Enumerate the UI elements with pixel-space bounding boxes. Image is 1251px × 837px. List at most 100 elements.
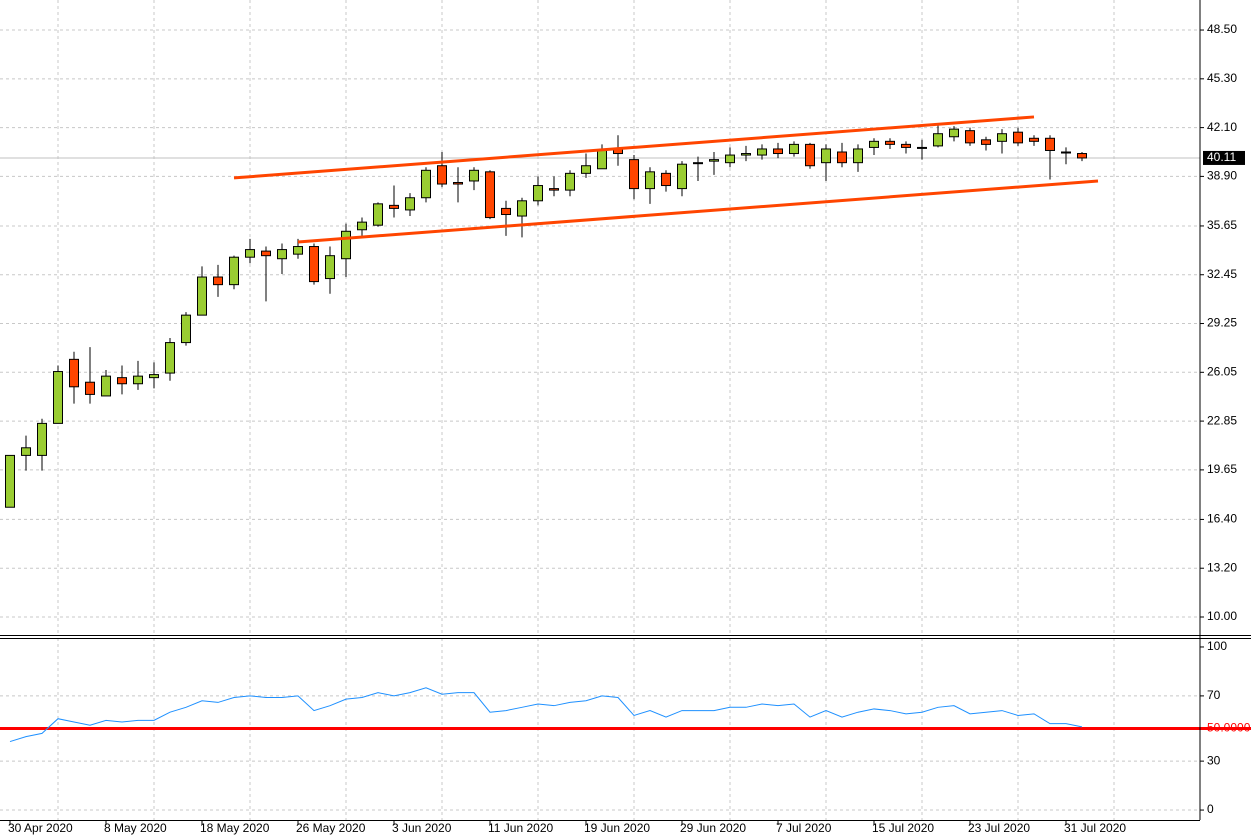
candle-body <box>485 171 495 219</box>
candle-body <box>325 255 335 280</box>
candle-body <box>581 165 591 174</box>
y-tick-label: 100 <box>1207 639 1227 653</box>
candle-body <box>453 181 463 185</box>
candle-body <box>565 172 575 191</box>
candle-body <box>229 256 239 286</box>
candle-body <box>117 377 127 385</box>
y-tick-label: 22.85 <box>1207 413 1237 427</box>
x-tick-label: 29 Jun 2020 <box>680 821 746 835</box>
y-tick-label: 45.30 <box>1207 71 1237 85</box>
candle-body <box>693 162 703 165</box>
candle-body <box>245 249 255 258</box>
x-tick-label: 15 Jul 2020 <box>872 821 934 835</box>
candle-body <box>69 358 79 388</box>
candle-body <box>389 204 399 209</box>
candle-body <box>981 139 991 145</box>
trendline <box>233 115 1035 180</box>
candle-body <box>501 207 511 216</box>
current-price-label: 40.11 <box>1207 150 1236 164</box>
y-tick-label: 32.45 <box>1207 267 1237 281</box>
y-tick-label: 38.90 <box>1207 169 1237 183</box>
candle-body <box>149 374 159 379</box>
candle-body <box>837 151 847 164</box>
candle-body <box>933 133 943 147</box>
y-tick-label: 16.40 <box>1207 512 1237 526</box>
y-tick-label: 13.20 <box>1207 560 1237 574</box>
candle-body <box>133 375 143 385</box>
x-tick-label: 30 Apr 2020 <box>8 821 73 835</box>
candle-body <box>101 375 111 397</box>
candle-body <box>373 203 383 226</box>
level-label: 50.0000 <box>1207 721 1251 735</box>
candle-body <box>869 140 879 148</box>
candle-body <box>405 197 415 211</box>
candle-body <box>1013 131 1023 144</box>
candle-body <box>213 276 223 286</box>
x-tick-label: 3 Jun 2020 <box>392 821 452 835</box>
x-tick-label: 7 Jul 2020 <box>776 821 832 835</box>
candle-body <box>821 148 831 164</box>
candle-body <box>309 246 319 283</box>
candle-body <box>533 185 543 202</box>
candle-body <box>277 249 287 260</box>
candle-body <box>789 143 799 155</box>
y-tick-label: 10.00 <box>1207 609 1237 623</box>
y-tick-label: 0 <box>1207 802 1214 816</box>
candle-body <box>853 148 863 164</box>
candle-body <box>725 154 735 164</box>
candle-body <box>917 146 927 149</box>
x-tick-label: 18 May 2020 <box>200 821 270 835</box>
x-tick-label: 19 Jun 2020 <box>584 821 650 835</box>
candle-body <box>517 200 527 217</box>
x-tick-label: 23 Jul 2020 <box>968 821 1030 835</box>
candle-body <box>741 153 751 156</box>
candle-body <box>901 143 911 148</box>
candle-body <box>661 172 671 187</box>
candle-body <box>677 163 687 190</box>
candle-body <box>757 148 767 156</box>
candle-body <box>85 381 95 395</box>
candle-body <box>5 454 15 508</box>
candle-body <box>21 447 31 456</box>
y-tick-label: 26.05 <box>1207 364 1237 378</box>
candle-body <box>629 159 639 190</box>
x-tick-label: 31 Jul 2020 <box>1064 821 1126 835</box>
candle-body <box>885 140 895 145</box>
candle-body <box>1077 153 1087 159</box>
candle-body <box>1045 137 1055 151</box>
candle-body <box>357 221 367 231</box>
y-tick-label: 35.65 <box>1207 218 1237 232</box>
y-tick-label: 70 <box>1207 688 1221 702</box>
candle-body <box>341 230 351 260</box>
series-line <box>9 687 1083 743</box>
candle-body <box>421 169 431 199</box>
candle-body <box>437 165 447 185</box>
x-tick-label: 26 May 2020 <box>296 821 366 835</box>
candle-body <box>965 130 975 144</box>
trendline <box>297 179 1099 244</box>
y-tick-label: 42.10 <box>1207 120 1237 134</box>
candle-body <box>549 188 559 191</box>
y-tick-label: 48.50 <box>1207 22 1237 36</box>
x-tick-label: 8 May 2020 <box>104 821 167 835</box>
candle-body <box>1029 137 1039 142</box>
candle-body <box>805 143 815 167</box>
candle-body <box>261 250 271 257</box>
x-tick-label: 11 Jun 2020 <box>488 821 553 835</box>
candle-body <box>53 371 63 424</box>
candle-body <box>645 171 655 190</box>
candle-body <box>709 159 719 162</box>
candle-body <box>773 148 783 155</box>
current-price-box <box>1203 150 1245 165</box>
candle-body <box>181 314 191 344</box>
y-tick-label: 29.25 <box>1207 316 1237 330</box>
candle-body <box>197 276 207 316</box>
y-tick-label: 19.65 <box>1207 462 1237 476</box>
candle-body <box>293 246 303 255</box>
candle-body <box>1061 151 1071 154</box>
candle-body <box>597 149 607 170</box>
candle-body <box>949 128 959 138</box>
candle-body <box>469 169 479 182</box>
